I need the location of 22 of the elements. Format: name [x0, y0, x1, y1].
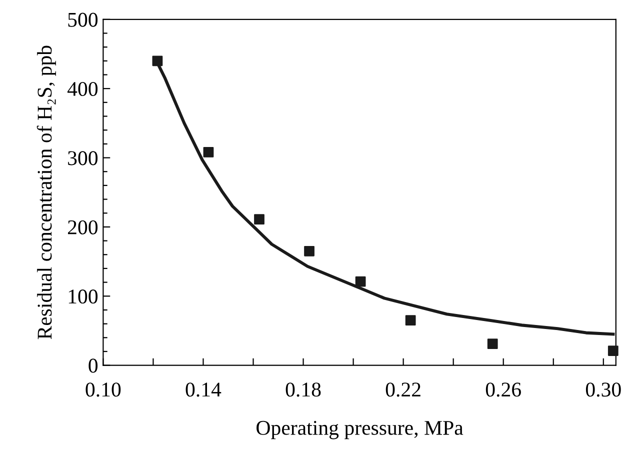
point: [203, 147, 214, 158]
x-tick-label: 0.22: [386, 382, 420, 397]
point: [152, 56, 163, 66]
point: [487, 338, 498, 350]
x-tick-label: 0.26: [486, 382, 521, 397]
y-tick-label: 100: [68, 290, 98, 304]
y-tick-label: 300: [68, 151, 98, 166]
point: [254, 214, 264, 225]
x-tick-label: 0.14: [186, 382, 222, 397]
x-tick-label: 0.10: [86, 382, 121, 397]
x-axis-title: Operating pressure, MPa: [256, 420, 464, 440]
y-tick-label: 400: [67, 82, 98, 96]
point: [304, 246, 314, 256]
x-tick-label: 0.18: [286, 382, 321, 397]
point: [405, 315, 416, 326]
point: [608, 346, 618, 356]
y-axis-title: Residual concentration of H₂S, ppb: [36, 46, 56, 340]
y-tick-label: 0: [88, 358, 98, 373]
y-tick-label: 500: [68, 12, 98, 27]
y-tick-label: 200: [68, 220, 98, 234]
x-tick-label: 0.30: [586, 382, 621, 397]
point: [355, 276, 366, 287]
